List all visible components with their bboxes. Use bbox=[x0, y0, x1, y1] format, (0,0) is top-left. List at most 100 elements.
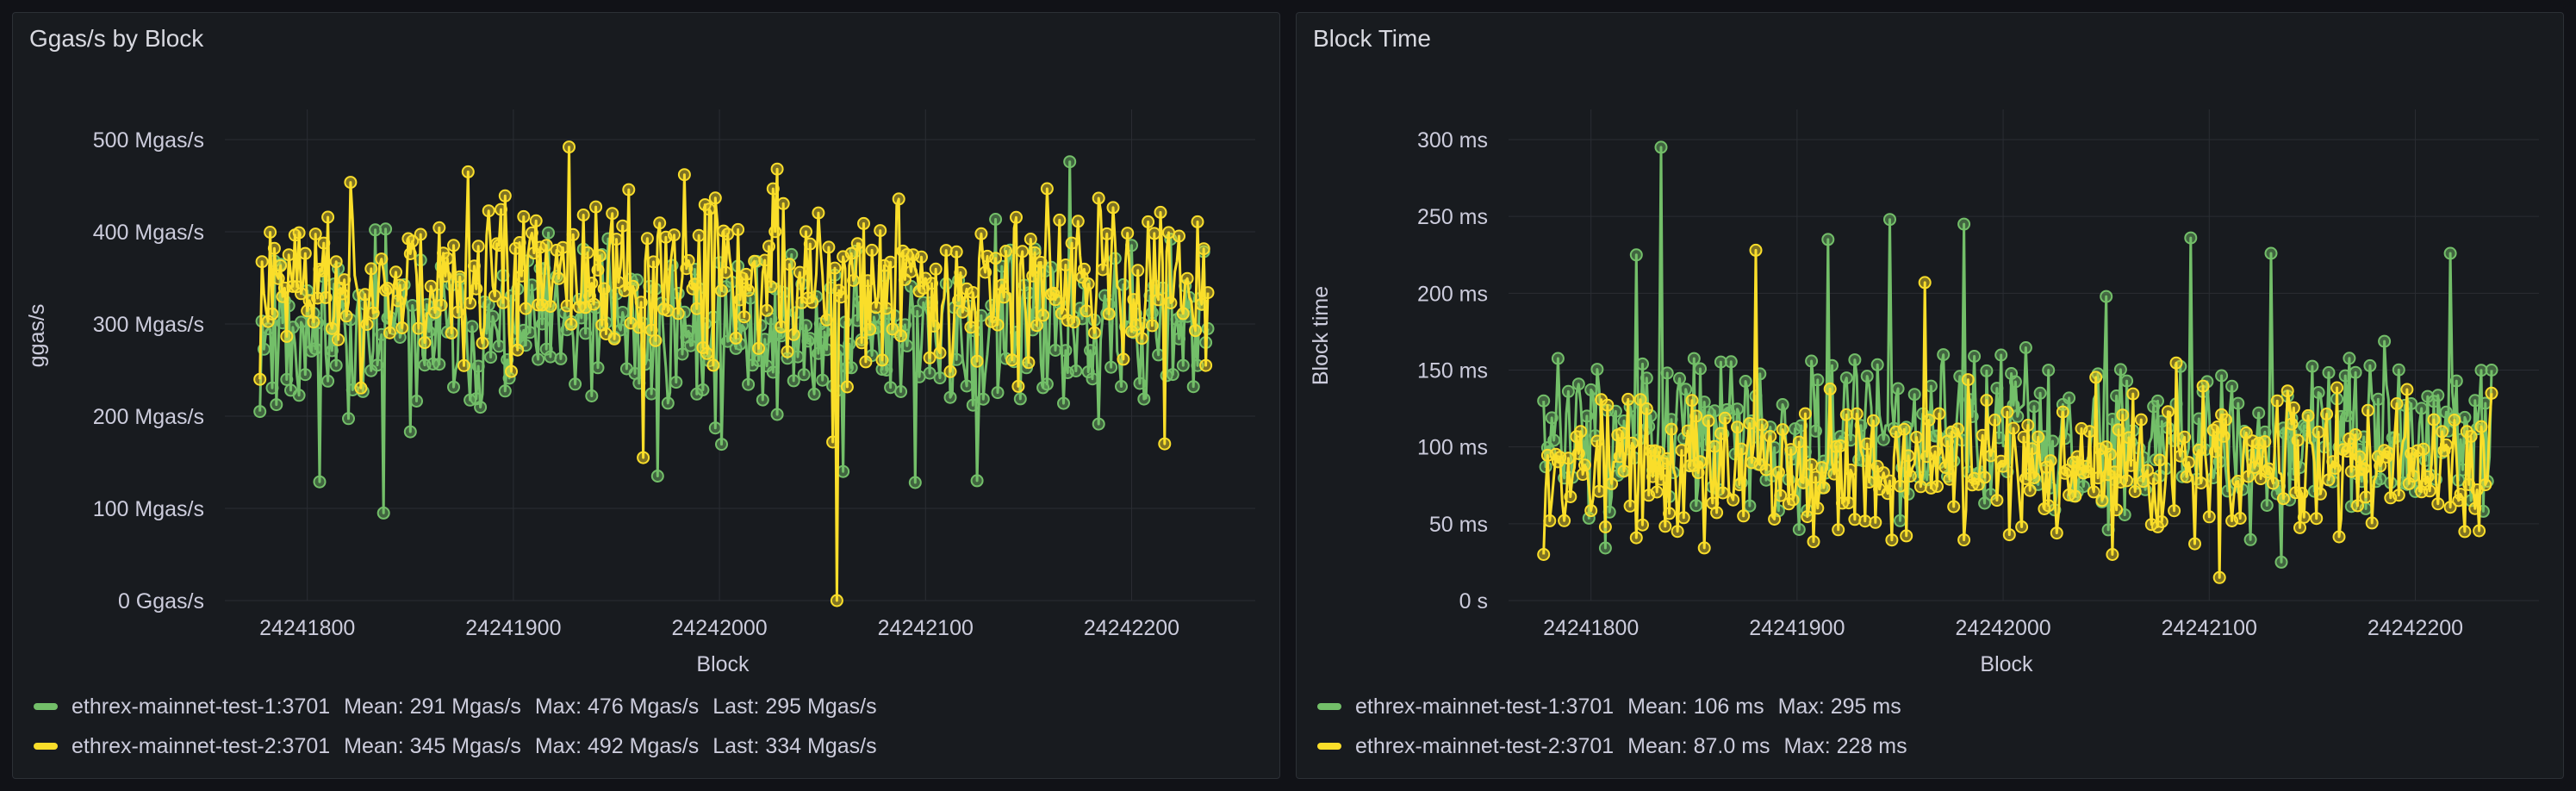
data-point bbox=[253, 372, 267, 386]
data-point bbox=[2106, 548, 2119, 561]
data-point bbox=[803, 237, 817, 251]
data-point bbox=[2174, 449, 2187, 463]
legend-swatch bbox=[34, 743, 58, 750]
data-point bbox=[2168, 504, 2181, 518]
data-point bbox=[752, 341, 765, 355]
data-point bbox=[696, 383, 710, 396]
data-point bbox=[424, 279, 438, 293]
data-point bbox=[295, 287, 308, 301]
data-point bbox=[412, 321, 426, 335]
data-point bbox=[414, 227, 427, 241]
data-point bbox=[1561, 384, 1575, 398]
data-point bbox=[2297, 510, 2311, 524]
data-point bbox=[2260, 499, 2274, 512]
x-tick-label: 24242000 bbox=[1955, 616, 2050, 640]
data-point bbox=[2218, 413, 2232, 427]
data-point bbox=[1689, 499, 1703, 513]
data-point bbox=[1808, 424, 1822, 438]
data-point bbox=[1883, 213, 1896, 227]
data-point bbox=[2363, 358, 2377, 372]
data-point bbox=[569, 377, 582, 391]
data-point bbox=[591, 263, 605, 277]
data-point bbox=[1860, 370, 1874, 383]
data-point bbox=[270, 398, 283, 412]
data-point bbox=[1104, 360, 1118, 374]
data-point bbox=[465, 320, 479, 333]
data-point bbox=[1092, 417, 1105, 431]
data-point bbox=[292, 226, 306, 240]
data-point bbox=[837, 464, 850, 478]
data-point bbox=[647, 255, 660, 269]
data-point bbox=[2248, 461, 2262, 474]
data-point bbox=[488, 290, 501, 302]
legend-stat-max: Max: 295 ms bbox=[1777, 694, 1901, 719]
legend-item-series-1[interactable]: ethrex-mainnet-test-1:3701 Mean: 106 ms … bbox=[1317, 687, 1921, 726]
y-tick-label: 50 ms bbox=[1429, 513, 1488, 537]
data-point bbox=[1040, 182, 1054, 196]
data-point bbox=[1823, 382, 1837, 396]
data-point bbox=[2076, 480, 2090, 494]
data-point bbox=[2134, 413, 2148, 427]
y-tick-label: 0 s bbox=[1459, 589, 1488, 613]
legend-series-name: ethrex-mainnet-test-2:3701 bbox=[1355, 733, 1615, 758]
legend-stat-mean: Mean: 291 Mgas/s bbox=[344, 694, 521, 719]
data-point bbox=[325, 321, 339, 335]
data-point bbox=[844, 246, 858, 260]
data-point bbox=[2270, 394, 2284, 408]
data-point bbox=[1743, 499, 1757, 513]
data-point bbox=[1127, 293, 1141, 307]
data-point bbox=[915, 250, 928, 264]
data-point bbox=[684, 339, 698, 352]
data-point bbox=[2083, 425, 2096, 439]
data-point bbox=[2374, 459, 2387, 473]
data-point bbox=[575, 311, 588, 325]
data-point bbox=[2320, 408, 2334, 420]
data-point bbox=[2180, 470, 2193, 483]
ggas-chart[interactable]: 0 Ggas/s 100 Mgas/s 200 Mgas/s 300 Mgas/s 40… bbox=[13, 13, 1281, 685]
data-point bbox=[1537, 548, 1551, 561]
data-point bbox=[820, 313, 833, 327]
series-2 bbox=[253, 140, 1215, 607]
data-point bbox=[616, 219, 630, 233]
data-point bbox=[850, 237, 864, 251]
data-point bbox=[2439, 438, 2453, 452]
data-point bbox=[552, 271, 565, 285]
data-point bbox=[1131, 264, 1145, 277]
data-point bbox=[2033, 386, 2047, 400]
data-point bbox=[1848, 513, 1862, 526]
data-point bbox=[2291, 433, 2305, 447]
data-point bbox=[286, 279, 300, 293]
legend-item-series-1[interactable]: ethrex-mainnet-test-1:3701 Mean: 291 Mga… bbox=[34, 687, 891, 726]
data-point bbox=[1689, 409, 1703, 423]
data-point bbox=[1592, 484, 1606, 498]
data-point bbox=[2392, 363, 2405, 377]
data-point bbox=[393, 331, 407, 344]
legend: ethrex-mainnet-test-1:3701 Mean: 291 Mga… bbox=[34, 687, 891, 766]
data-point bbox=[2276, 492, 2290, 506]
data-point bbox=[923, 351, 936, 364]
data-point bbox=[1199, 358, 1213, 372]
data-point bbox=[690, 302, 704, 315]
legend-series-name: ethrex-mainnet-test-1:3701 bbox=[72, 694, 331, 719]
data-point bbox=[1984, 449, 1998, 463]
x-tick-label: 24241900 bbox=[465, 616, 561, 640]
y-tick-label: 150 ms bbox=[1417, 359, 1488, 383]
data-point bbox=[607, 332, 621, 346]
data-point bbox=[1792, 523, 1806, 536]
data-point bbox=[859, 355, 873, 369]
data-point bbox=[1881, 487, 1895, 501]
legend-item-series-2[interactable]: ethrex-mainnet-test-2:3701 Mean: 345 Mga… bbox=[34, 726, 891, 766]
data-point bbox=[675, 347, 689, 361]
data-point bbox=[1176, 307, 1190, 321]
data-point bbox=[295, 315, 308, 329]
block-time-chart[interactable]: 0 s 50 ms 100 ms 150 ms 200 ms 250 ms 300 ms 24… bbox=[1297, 13, 2565, 685]
legend-item-series-2[interactable]: ethrex-mainnet-test-2:3701 Mean: 87.0 ms… bbox=[1317, 726, 1921, 766]
data-point bbox=[606, 207, 619, 221]
data-point bbox=[317, 236, 331, 250]
data-point bbox=[2050, 526, 2063, 540]
data-point bbox=[1990, 494, 2004, 508]
data-point bbox=[1743, 417, 1757, 430]
data-point bbox=[523, 326, 537, 339]
data-point bbox=[1633, 393, 1647, 407]
legend-stat-max: Max: 476 Mgas/s bbox=[534, 694, 700, 719]
